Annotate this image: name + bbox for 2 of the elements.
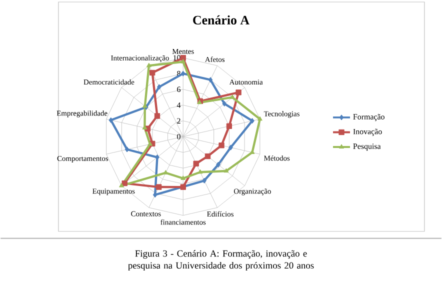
text: Figura 3 - Cenário A: Formação, inovação e pesquisa na Universidade dos próximos 20 anos	[128, 250, 314, 270]
chart-title: Cenário A	[193, 15, 250, 24]
